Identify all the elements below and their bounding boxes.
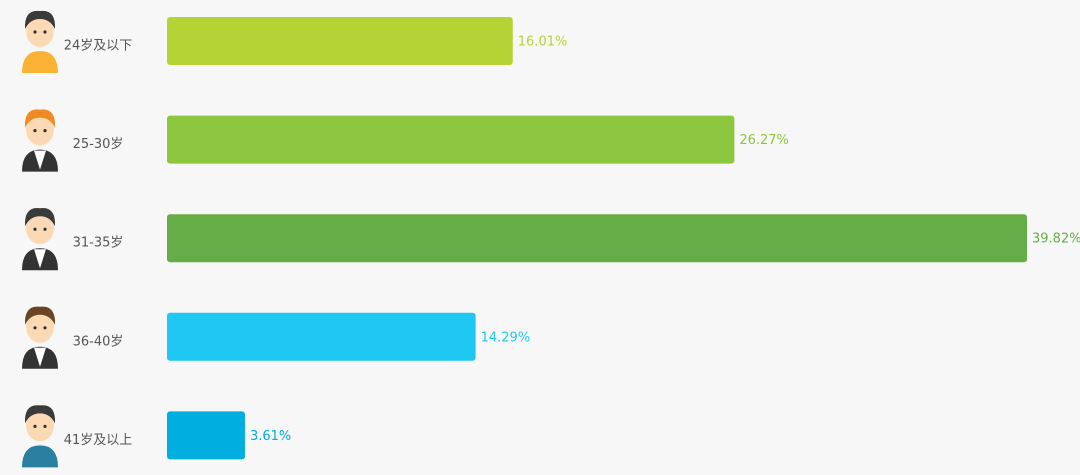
value-label: 16.01% [518,35,568,50]
avatar-hair [24,208,56,227]
avatar-face [26,310,54,343]
value-label: 26.27% [739,133,789,148]
avatar-shirt [34,347,46,367]
avatar-eye [43,326,47,330]
avatar-eye [43,227,47,231]
avatar-eye [33,129,37,133]
avatar-face [26,212,54,245]
bar [167,411,245,460]
avatar-hair [24,10,56,29]
avatar-eye [33,326,37,330]
avatar-hair [24,306,56,325]
avatar [22,10,58,73]
category-label: 31-35岁 [73,236,124,251]
value-label: 39.82% [1032,232,1080,247]
avatar-body [22,51,58,73]
avatar-face [26,15,54,47]
bar [167,214,1027,263]
category-label: 36-40岁 [73,334,124,349]
avatar-hair [24,405,56,424]
category-label: 24岁及以下 [64,39,133,54]
avatar [22,306,58,369]
category-label: 41岁及以上 [64,433,133,448]
avatar-eye [43,424,47,428]
avatar-hair [24,109,56,128]
avatar-eye [33,30,37,34]
avatar-eye [33,227,37,231]
avatar-eye [33,424,37,428]
avatar [22,405,58,468]
avatar [22,109,58,172]
value-label: 3.61% [250,429,291,444]
bar [167,312,476,361]
avatar-shirt [34,249,46,269]
avatar-shirt [34,150,46,170]
avatar-face [26,409,54,442]
bar [167,17,513,65]
avatar-body [22,445,58,468]
bar [167,115,735,164]
value-label: 14.29% [481,330,531,345]
category-label: 25-30岁 [73,137,124,152]
avatar-face [26,113,54,146]
avatar-eye [43,30,47,34]
avatar-eye [43,129,47,133]
avatar [22,208,58,271]
